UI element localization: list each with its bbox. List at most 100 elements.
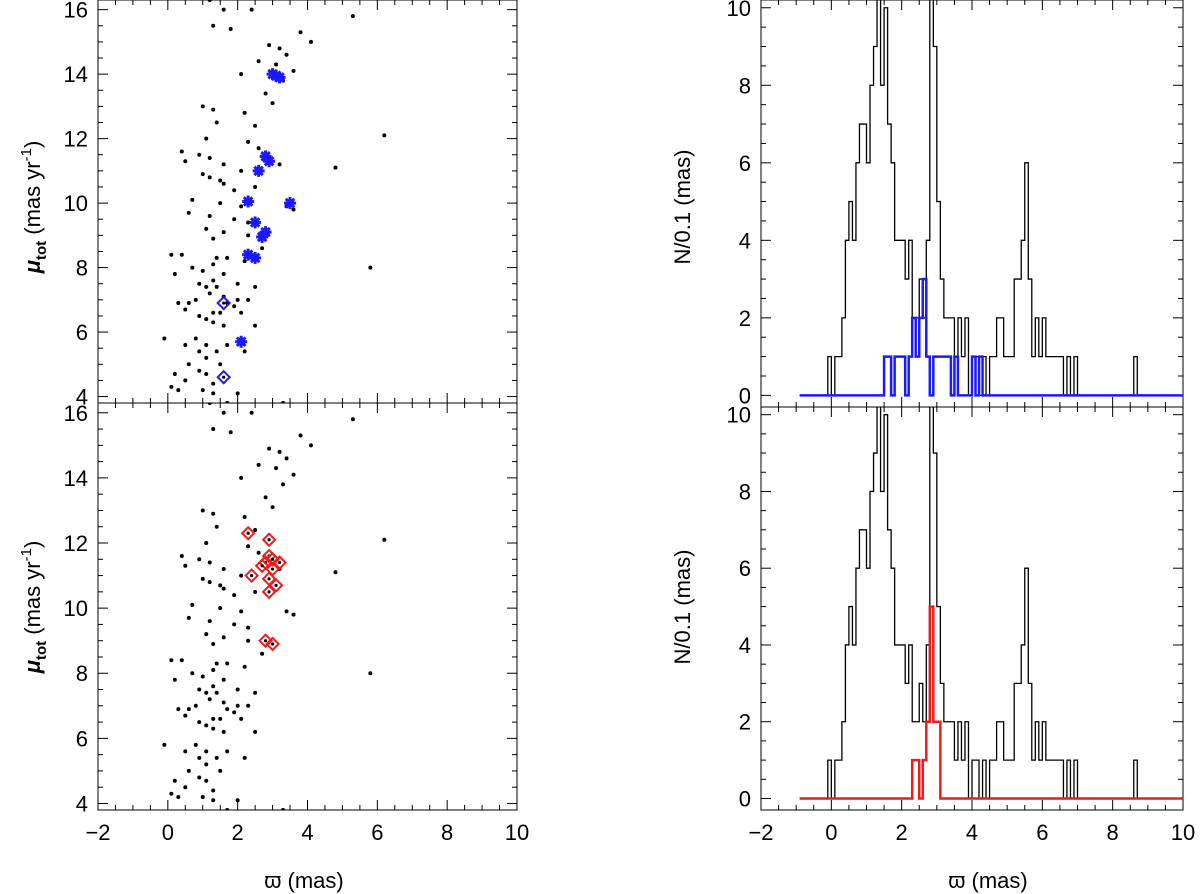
field-star-point — [225, 808, 230, 810]
field-star-point — [197, 152, 202, 157]
field-star-point — [298, 433, 303, 438]
field-star-point — [172, 371, 177, 376]
mu-unit: (mas yr — [20, 161, 45, 240]
frame-hist-top — [760, 0, 1184, 408]
y-tick-label: 2 — [739, 710, 751, 735]
field-star-point — [249, 410, 254, 415]
field-star-point — [204, 778, 209, 783]
field-star-point — [186, 301, 191, 306]
field-star-point — [193, 336, 198, 341]
field-star-point — [172, 778, 177, 783]
field-star-point — [225, 342, 230, 347]
red-diamond-marker-center — [277, 560, 282, 565]
histograms-rt — [799, 0, 1183, 397]
field-star-point — [190, 197, 195, 202]
field-star-point — [382, 537, 387, 542]
field-star-point — [225, 707, 230, 712]
y-tick-label: 0 — [739, 786, 751, 811]
field-star-point — [204, 541, 209, 546]
field-star-point — [200, 388, 205, 393]
x-tick-label: 2 — [896, 820, 908, 845]
blue-star-marker — [284, 197, 297, 210]
red-diamond-marker-center — [270, 567, 275, 571]
field-star-point — [214, 349, 219, 354]
right-y-label-top: N/0.1 (mas) — [670, 150, 695, 265]
field-star-point — [218, 310, 223, 315]
field-star-point — [218, 606, 223, 611]
field-star-point — [246, 703, 251, 708]
blue-star-marker — [235, 335, 248, 348]
field-star-point — [207, 560, 212, 565]
field-star-point — [214, 255, 219, 260]
field-star-point — [197, 720, 202, 725]
field-star-point — [204, 136, 209, 141]
field-star-point — [253, 690, 258, 695]
field-star-point — [274, 466, 279, 471]
field-star-point — [197, 687, 202, 692]
blue-star-marker — [242, 195, 255, 208]
field-star-point — [186, 362, 191, 367]
mu-symbol: μ — [20, 260, 45, 274]
red-diamond-marker — [261, 584, 277, 600]
field-star-point — [291, 68, 296, 73]
field-star-point — [218, 583, 223, 588]
y-tick-label: 10 — [727, 403, 751, 428]
red-diamond-marker — [265, 636, 280, 652]
field-star-point — [221, 272, 226, 277]
field-star-point — [162, 336, 167, 341]
field-star-point — [242, 514, 247, 519]
field-star-point — [204, 355, 209, 360]
field-star-point — [246, 638, 251, 643]
field-star-point — [186, 615, 191, 620]
field-star-point — [179, 149, 184, 154]
y-tick-label: 10 — [64, 596, 88, 621]
red-diamond-marker — [268, 577, 284, 593]
x-tick-label: 6 — [1036, 820, 1048, 845]
field-star-point — [204, 284, 209, 289]
field-star-point — [211, 641, 216, 646]
field-star-point — [204, 342, 209, 347]
field-star-point — [333, 165, 338, 170]
red-diamond-marker-center — [270, 557, 275, 561]
red-diamond-marker — [272, 555, 287, 570]
blue-diamond-marker-center — [222, 301, 226, 305]
field-star-point — [214, 690, 219, 695]
field-star-point — [270, 505, 275, 510]
field-star-point — [232, 710, 237, 715]
field-star-point — [214, 755, 219, 760]
blue-diamond-marker-center — [222, 375, 226, 379]
field-star-point — [200, 674, 205, 679]
field-star-point — [221, 729, 226, 734]
mu-exp: -1 — [18, 148, 35, 161]
field-star-point — [172, 272, 177, 277]
field-star-point — [239, 310, 244, 315]
y-tick-label: 0 — [739, 383, 751, 408]
field-star-point — [253, 123, 258, 128]
y-tick-label: 4 — [739, 633, 751, 658]
red-members — [240, 525, 287, 652]
histograms-rb — [799, 407, 1183, 800]
y-tick-label: 10 — [727, 0, 751, 21]
field-star-point — [260, 651, 265, 656]
y-tick-label: 6 — [739, 556, 751, 581]
y-tick-label: 8 — [739, 479, 751, 504]
field-star-point — [239, 475, 244, 480]
red-diamond-marker-center — [267, 538, 271, 542]
field-star-point — [221, 567, 226, 572]
y-tick-label: 14 — [64, 466, 88, 491]
field-star-point — [277, 449, 282, 454]
blue-diamond-marker — [216, 369, 232, 385]
field-star-point — [228, 430, 233, 435]
left-y-label-bottom: μtot (mas yr-1) — [18, 541, 50, 675]
field-star-point — [193, 703, 198, 708]
blue-star-marker — [256, 230, 269, 243]
field-star-point — [256, 550, 261, 555]
field-star-point — [211, 23, 216, 28]
field-star-point — [333, 570, 338, 575]
field-star-point — [204, 632, 209, 637]
field-star-point — [291, 612, 296, 617]
y-tick-label: 4 — [76, 791, 88, 816]
blue-histogram — [799, 277, 1183, 397]
y-tick-label: 12 — [64, 531, 88, 556]
